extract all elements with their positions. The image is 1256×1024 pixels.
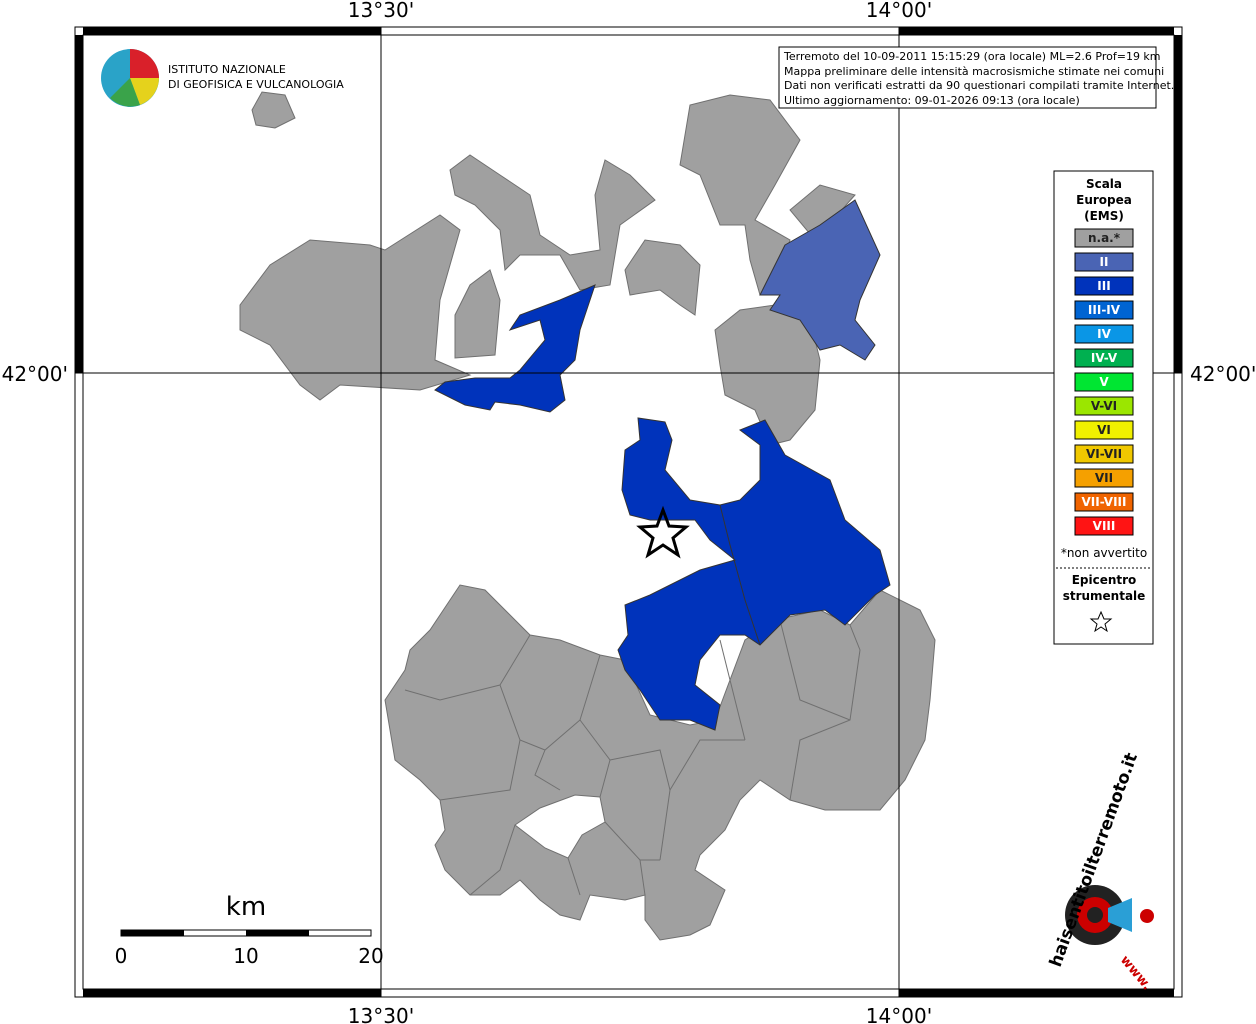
area-gray [454,269,501,359]
legend-label: V [1099,375,1109,389]
legend-title: (EMS) [1084,209,1124,223]
epicenter-star [636,505,690,559]
info-line: Terremoto del 10-09-2011 15:15:29 (ora l… [783,50,1161,63]
legend-label: VI-VII [1086,447,1122,461]
area-gray [714,304,821,446]
badge-text: www. [1117,953,1154,993]
area-gray [624,239,701,316]
legend-title: Scala [1086,177,1122,191]
legend-swatch [1074,468,1134,488]
info-line: Mappa preliminare delle intensità macros… [784,65,1164,78]
legend-label: VIII [1093,519,1116,533]
legend-epicenter: Epicentro [1072,573,1137,587]
legend-swatch [1074,324,1134,344]
legend-swatch [1074,492,1134,512]
legend-swatch [1074,396,1134,416]
legend-swatch [1074,372,1134,392]
legend-swatch [1074,420,1134,440]
badge: haisentitoilterremoto.it www. [1046,750,1154,993]
legend-swatch [1074,348,1134,368]
scale-label: 10 [233,944,258,968]
border [719,504,761,646]
legend-note: *non avvertito [1061,546,1147,560]
info-box [778,46,1157,109]
lon-label: 13°30' [348,1004,414,1024]
lat-label: 42°00' [1190,362,1256,386]
legend-label: IV [1097,327,1111,341]
legend-label: VI [1097,423,1111,437]
lon-label: 13°30' [348,0,414,22]
municipalities [239,91,936,941]
frame [74,26,1183,998]
area-ii [759,199,881,361]
legend-label: n.a.* [1088,231,1121,245]
legend-swatch [1074,276,1134,296]
scale-bar: km 0 10 20 [115,892,384,968]
logo-text: ISTITUTO NAZIONALE [168,63,286,76]
legend-swatch [1074,300,1134,320]
lat-label: 42°00' [2,362,68,386]
scale-label: 20 [358,944,383,968]
logo: ISTITUTO NAZIONALE DI GEOFISICA E VULCAN… [101,49,344,107]
legend-label: IV-V [1091,351,1118,365]
area-gray [679,94,801,296]
lon-label: 14°00' [866,0,932,22]
area-gray [449,154,656,291]
info-line: Ultimo aggiornamento: 09-01-2026 09:13 (… [784,94,1080,107]
legend-swatch [1074,252,1134,272]
area-iii [434,284,596,413]
legend: ScalaEuropea(EMS)n.a.*IIIIIIII-IVIVIV-VV… [1056,177,1151,633]
area-gray [789,184,856,241]
legend-label: V-VI [1091,399,1117,413]
border [404,619,861,896]
info-line: Dati non verificati estratti da 90 quest… [784,79,1174,92]
legend-label: III-IV [1088,303,1121,317]
legend-label: II [1100,255,1109,269]
scale-unit: km [226,892,266,922]
area-gray [251,91,296,129]
legend-label: VII-VIII [1081,495,1126,509]
legend-label: III [1097,279,1110,293]
legend-epicenter: strumentale [1063,589,1146,603]
legend-swatch [1074,228,1134,248]
scale-label: 0 [115,944,128,968]
legend-title: Europea [1076,193,1132,207]
legend-label: VII [1095,471,1113,485]
logo-text: DI GEOFISICA E VULCANOLOGIA [168,78,344,91]
legend-star [1089,610,1113,633]
legend-swatch [1074,444,1134,464]
legend-swatch [1074,516,1134,536]
lon-label: 14°00' [866,1004,932,1024]
area-gray [239,214,472,401]
